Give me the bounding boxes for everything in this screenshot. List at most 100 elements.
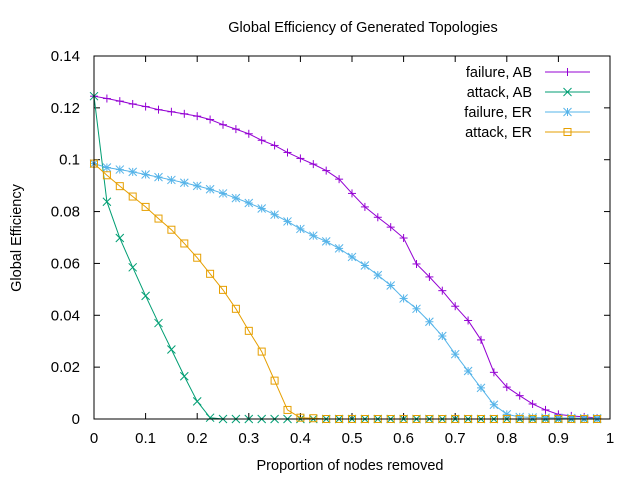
data-point [206, 269, 215, 278]
data-point [528, 413, 537, 422]
data-point [309, 160, 318, 169]
legend-entry: failure, AB [466, 65, 590, 81]
data-point [373, 213, 382, 222]
data-point [167, 225, 176, 234]
x-tick-label: 0 [90, 430, 98, 447]
data-point [309, 414, 318, 423]
series-line [93, 95, 598, 419]
y-tick-label: 0 [72, 411, 80, 428]
data-point [502, 409, 512, 419]
data-point [179, 371, 189, 381]
data-point [219, 285, 227, 294]
data-point [477, 335, 485, 344]
data-point [128, 192, 137, 201]
data-point [322, 166, 331, 175]
y-tick-label: 0.02 [51, 359, 80, 376]
x-tick-label: 0.7 [445, 430, 466, 447]
data-point [437, 331, 447, 341]
data-point [335, 175, 344, 184]
series-line [93, 163, 598, 419]
data-point [206, 115, 215, 124]
data-point [528, 399, 537, 408]
data-point [270, 376, 279, 385]
y-tick-label: 0.14 [51, 48, 80, 65]
legend-entry: failure, ER [464, 105, 590, 121]
data-point [167, 107, 176, 116]
data-point [218, 189, 228, 198]
data-point [386, 281, 396, 290]
legend-marker [563, 107, 572, 117]
data-point [334, 244, 344, 253]
data-point [270, 210, 279, 220]
data-point [244, 326, 253, 335]
data-point [515, 412, 525, 422]
data-point [102, 94, 111, 103]
legend-marker [563, 68, 572, 76]
plot-frame [93, 55, 611, 420]
data-point [464, 316, 473, 325]
data-point [412, 304, 421, 314]
legend-entry: attack, ER [465, 125, 590, 141]
legend-label: attack, AB [467, 85, 532, 101]
data-point [451, 302, 460, 311]
y-axis-label: Global Efficiency [9, 183, 25, 291]
data-point [141, 102, 150, 111]
data-point [425, 317, 434, 327]
data-point [180, 109, 189, 118]
data-point [102, 163, 112, 172]
x-tick-label: 0.1 [135, 430, 156, 447]
series-failure-er [89, 159, 602, 423]
data-point [128, 167, 138, 177]
data-point [128, 262, 138, 272]
data-point [141, 202, 150, 211]
data-point [347, 252, 357, 262]
data-point [115, 97, 124, 106]
data-point [167, 345, 176, 354]
data-point [489, 368, 498, 377]
data-point [515, 391, 524, 400]
y-tick-label: 0.06 [51, 255, 80, 272]
data-point [463, 366, 473, 376]
data-point [348, 189, 356, 198]
data-point [192, 397, 202, 406]
data-point [360, 202, 369, 211]
legend: failure, AB attack, AB failure, ER attack, … [464, 65, 590, 141]
data-point [167, 175, 176, 185]
data-point [154, 105, 163, 114]
data-point [244, 129, 253, 138]
data-point [425, 272, 434, 281]
x-tick-label: 0.5 [342, 430, 363, 447]
legend-label: failure, ER [464, 105, 532, 121]
y-tick-label: 0.04 [51, 307, 80, 324]
data-point [205, 184, 215, 194]
data-point [102, 197, 112, 207]
data-point [231, 304, 240, 313]
data-point [244, 198, 254, 208]
data-point [541, 413, 550, 423]
legend-label: attack, ER [465, 125, 532, 141]
data-point [257, 136, 266, 145]
x-axis-label: Proportion of nodes removed [257, 458, 444, 474]
data-point [205, 413, 215, 423]
data-point [257, 347, 266, 356]
data-point [399, 234, 408, 243]
data-point [102, 171, 111, 180]
legend-marker [563, 128, 572, 136]
series-attack-er [90, 159, 602, 423]
y-tick-label: 0.12 [51, 100, 80, 117]
data-point [257, 204, 267, 213]
data-point [489, 400, 499, 410]
data-point [231, 193, 241, 203]
legend-label: failure, AB [466, 65, 532, 81]
data-point [180, 239, 189, 248]
data-point [270, 141, 279, 150]
data-point [193, 253, 202, 262]
data-point [296, 224, 305, 234]
y-tick-label: 0.08 [51, 204, 80, 221]
data-point [438, 286, 447, 295]
series-line [93, 96, 598, 420]
chart-title: Global Efficiency of Generated Topologie… [228, 20, 498, 36]
data-point [296, 154, 305, 163]
series-attack-ab [89, 91, 602, 424]
